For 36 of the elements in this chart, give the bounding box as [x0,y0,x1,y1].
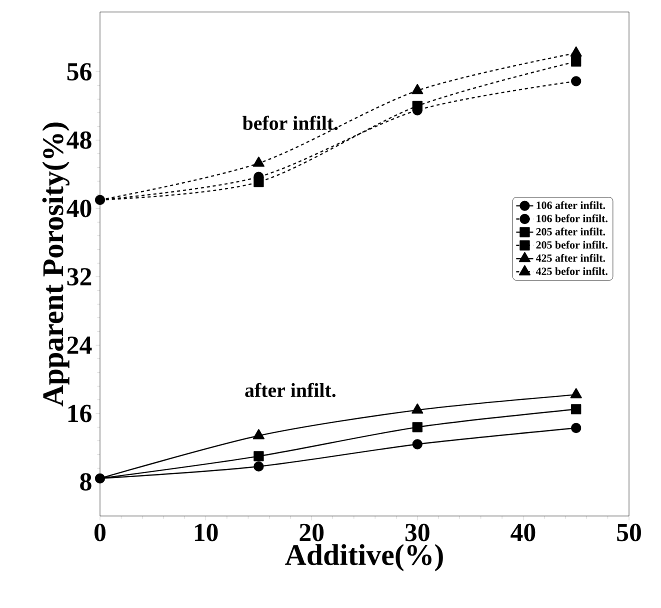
y-tick-label: 16 [68,404,92,422]
point [412,422,422,432]
point [412,404,424,414]
point [252,156,264,167]
x-tick-label: 30 [405,524,430,542]
point [570,46,582,57]
x-tick-label: 40 [510,524,536,542]
point [570,388,582,398]
annotation: befor infilt. [242,116,338,130]
legend-label: 425 after infilt. [536,254,606,262]
point [412,439,422,450]
x-axis-title: Additive(%) [285,544,443,572]
legend-label: 106 after infilt. [536,201,606,210]
point [412,84,424,94]
x-tick-label: 50 [617,524,641,542]
legend-label: 106 befor infilt. [536,214,608,222]
legend-label: 205 after infilt. [536,228,606,236]
point [252,429,264,440]
point [571,422,582,434]
x-tick-label: 0 [94,524,106,542]
point [571,56,582,67]
point [94,473,106,484]
annotation: after infilt. [245,382,336,398]
point [254,451,264,462]
y-tick-label: 56 [67,63,92,80]
point [254,461,264,472]
legend-label: 205 befor infilt. [536,240,608,249]
point [571,76,582,86]
x-tick-label: 20 [300,524,324,542]
y-tick-label: 24 [67,336,92,354]
legend-label: 425 befor infilt. [536,267,608,276]
y-tick-label: 8 [80,473,92,491]
x-tick-label: 10 [194,524,218,542]
point [94,194,106,206]
point [571,404,582,414]
y-tick-label: 32 [67,268,92,286]
